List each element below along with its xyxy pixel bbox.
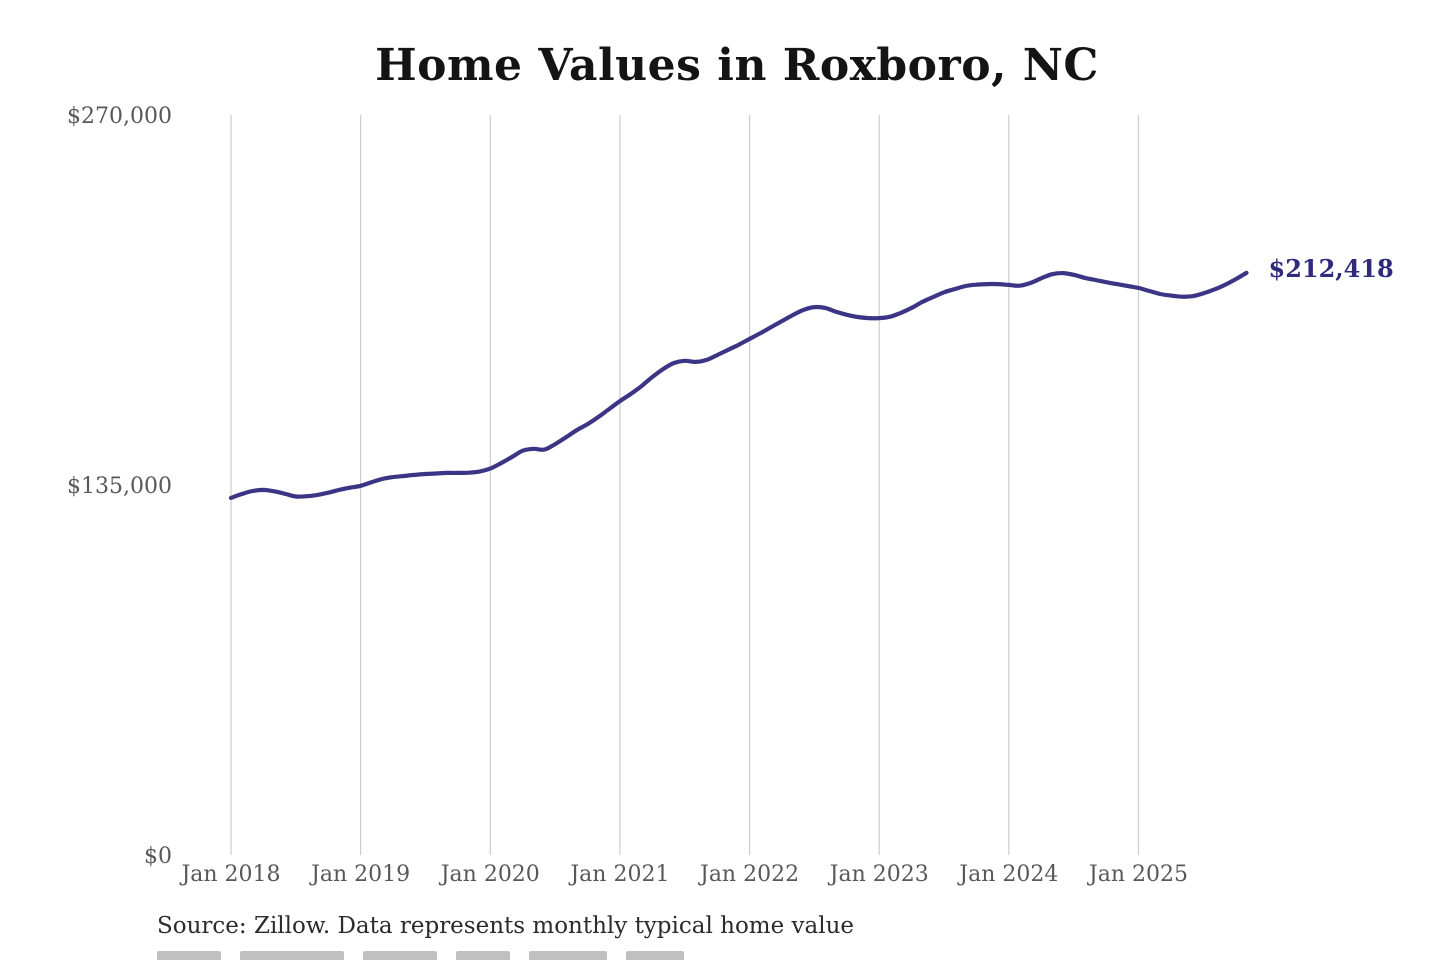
clipped-text-fragment (240, 951, 344, 960)
x-tick-label: Jan 2023 (828, 862, 929, 887)
clipped-text-fragment (456, 951, 510, 960)
clipped-text-fragment (529, 951, 607, 960)
x-tick-label: Jan 2019 (309, 862, 410, 887)
clipped-text-row (157, 951, 703, 960)
y-tick-label: $135,000 (67, 474, 172, 499)
x-tick-label: Jan 2018 (179, 862, 280, 887)
x-tick-label: Jan 2021 (568, 862, 669, 887)
end-value-label: $212,418 (1269, 254, 1394, 283)
x-tick-label: Jan 2025 (1087, 862, 1188, 887)
clipped-text-fragment (626, 951, 684, 960)
chart-title: Home Values in Roxboro, NC (375, 40, 1099, 91)
home-value-line (228, 270, 1249, 500)
y-tick-label: $270,000 (67, 104, 172, 129)
clipped-text-fragment (363, 951, 437, 960)
y-tick-label: $0 (144, 844, 172, 869)
x-tick-label: Jan 2024 (957, 862, 1058, 887)
x-tick-label: Jan 2022 (698, 862, 799, 887)
x-tick-label: Jan 2020 (439, 862, 540, 887)
source-note: Source: Zillow. Data represents monthly … (157, 913, 855, 939)
clipped-text-fragment (157, 951, 221, 960)
